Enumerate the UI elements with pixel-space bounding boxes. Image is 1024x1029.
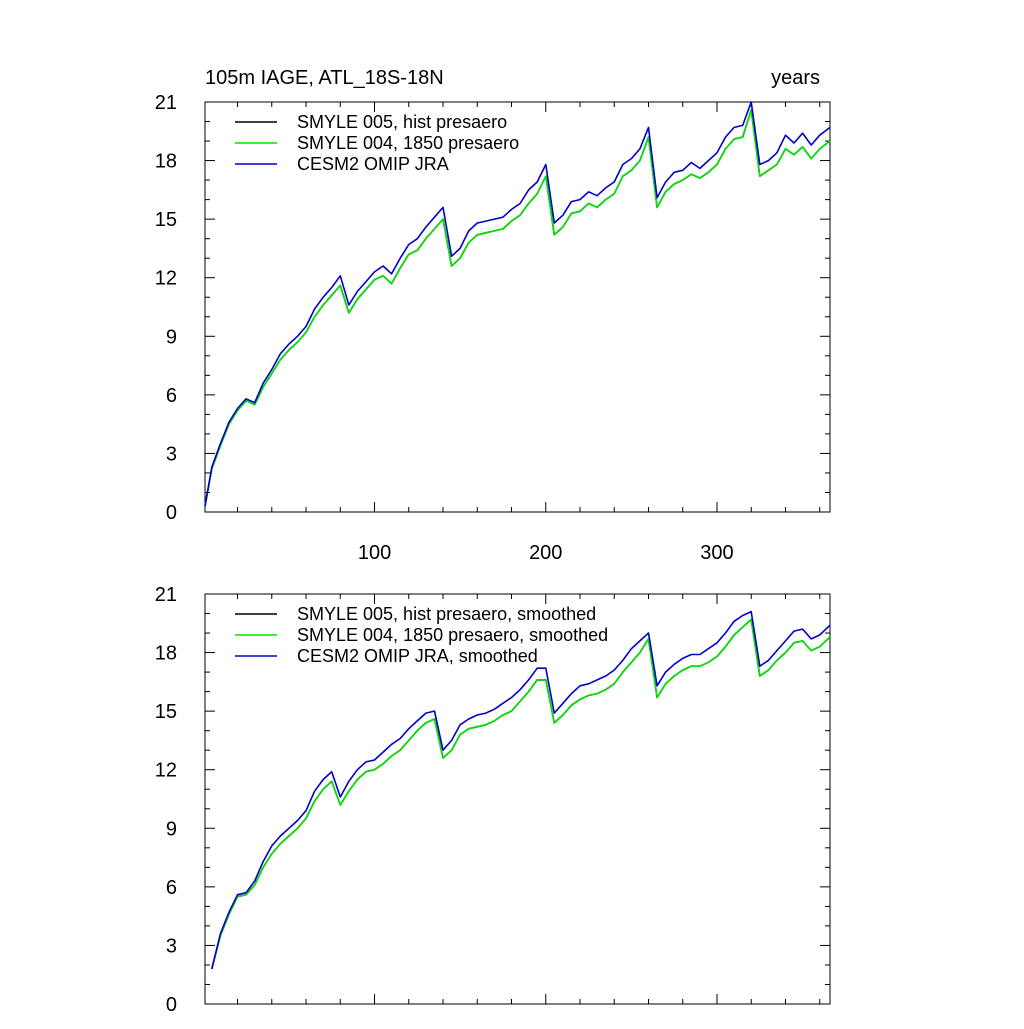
y-tick-label: 0 xyxy=(166,502,177,524)
legend-label: CESM2 OMIP JRA, smoothed xyxy=(297,646,538,666)
top-panel: 0 3 6 9 12 15 18 21 100 200 300 SMYLE 005, hist pre… xyxy=(155,67,831,564)
legend-label: SMYLE 005, hist presaero, smoothed xyxy=(297,604,596,624)
series-line-2 xyxy=(211,618,831,970)
plot-frame xyxy=(204,101,831,513)
y-tick-label: 6 xyxy=(166,385,177,407)
series-line-3 xyxy=(204,101,831,507)
x-tick-label: 200 xyxy=(529,542,562,564)
y-tick-label: 3 xyxy=(166,443,177,465)
x-tick-label: 100 xyxy=(358,542,391,564)
series-line-1 xyxy=(211,618,831,970)
plot-frame xyxy=(204,593,831,1005)
y-tick-label: 18 xyxy=(155,151,177,173)
y-tick-label: 21 xyxy=(155,92,177,114)
y-tick-label: 6 xyxy=(166,877,177,899)
legend-label: SMYLE 004, 1850 presaero xyxy=(297,133,519,153)
y-tick-label: 9 xyxy=(166,818,177,840)
y-tick-label: 21 xyxy=(155,584,177,606)
x-tick-label: 300 xyxy=(700,542,733,564)
bottom-panel: 0 3 6 9 12 15 18 21 SMYLE 005, hist presaero, sm… xyxy=(155,584,831,1016)
legend-label: SMYLE 005, hist presaero xyxy=(297,112,507,132)
series-line-3 xyxy=(211,610,831,970)
y-tick-label: 15 xyxy=(155,701,177,723)
legend-label: SMYLE 004, 1850 presaero, smoothed xyxy=(297,625,608,645)
units-label: years xyxy=(771,67,820,89)
y-tick-label: 3 xyxy=(166,935,177,957)
y-tick-label: 12 xyxy=(155,760,177,782)
y-tick-label: 18 xyxy=(155,643,177,665)
y-tick-label: 12 xyxy=(155,268,177,290)
series-line-2 xyxy=(204,109,831,507)
chart-title: 105m IAGE, ATL_18S-18N xyxy=(205,67,444,89)
y-tick-label: 0 xyxy=(166,994,177,1016)
y-tick-label: 15 xyxy=(155,209,177,231)
legend-label: CESM2 OMIP JRA xyxy=(297,154,449,174)
y-tick-label: 9 xyxy=(166,326,177,348)
